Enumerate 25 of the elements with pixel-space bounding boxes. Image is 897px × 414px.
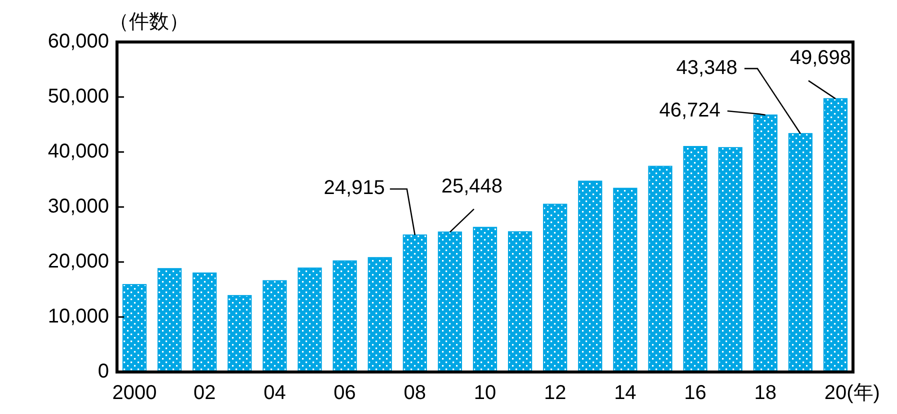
data-label: 46,724 [659, 99, 720, 122]
y-tick-label: 30,000 [48, 195, 109, 218]
x-tick-label: 20 [824, 382, 847, 404]
data-label: 25,448 [441, 175, 503, 198]
x-tick-label: 04 [264, 382, 286, 404]
x-axis-title: (年) [846, 382, 880, 404]
x-tick-label: 14 [614, 382, 636, 404]
y-tick-label: 10,000 [48, 305, 109, 328]
x-tick-label: 2000 [112, 382, 157, 404]
data-label: 49,698 [790, 46, 852, 69]
x-tick-label: 12 [544, 382, 566, 404]
y-tick-label: 50,000 [48, 85, 109, 108]
y-axis-title: （件数） [109, 11, 189, 33]
x-tick-label: 08 [404, 382, 426, 404]
y-tick-label: 0 [98, 360, 109, 382]
x-tick-label: 16 [684, 382, 706, 404]
data-label: 43,348 [676, 56, 738, 79]
x-tick-label: 06 [334, 382, 356, 404]
x-tick-label: 02 [193, 382, 216, 404]
y-tick-label: 20,000 [48, 250, 109, 272]
y-tick-label: 40,000 [48, 140, 109, 162]
x-tick-label: 18 [754, 382, 777, 404]
y-tick-label: 60,000 [48, 30, 109, 52]
x-tick-label: 10 [474, 382, 496, 404]
data-label: 24,915 [324, 177, 385, 200]
